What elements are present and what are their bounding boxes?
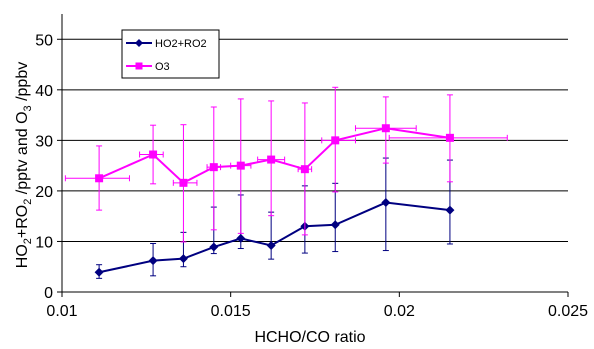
point-o3-5 (267, 155, 276, 164)
x-tick-label-3: 0.025 (548, 303, 588, 320)
point-ho2-ro2-7 (330, 220, 340, 230)
legend-label-o3: O3 (155, 61, 170, 73)
y-tick-label-0: 0 (44, 285, 53, 302)
point-ho2-ro2-5 (266, 240, 276, 250)
point-o3-9 (445, 133, 454, 142)
point-o3-0 (95, 174, 104, 183)
point-o3-3 (209, 163, 218, 172)
y-tick-label-4: 40 (35, 83, 53, 100)
x-tick-label-2: 0.02 (384, 303, 415, 320)
legend-box (121, 29, 220, 79)
x-tick-label-1: 0.015 (211, 303, 251, 320)
point-o3-2 (179, 178, 188, 187)
y-tick-label-5: 50 (35, 32, 53, 49)
point-o3-8 (381, 124, 390, 133)
y-tick-label-3: 30 (35, 133, 53, 150)
y-title-sub-1: 2 (22, 238, 34, 244)
y-tick-label-2: 20 (35, 184, 53, 201)
point-o3-7 (331, 136, 340, 145)
series-layer (64, 86, 508, 279)
point-ho2-ro2-3 (209, 242, 219, 252)
point-ho2-ro2-0 (94, 267, 104, 277)
y-tick-label-1: 10 (35, 234, 53, 251)
y-title-sub-2: 2 (22, 199, 34, 205)
point-ho2-ro2-4 (236, 233, 246, 243)
series-o3 (64, 86, 508, 243)
y-title-sub-3: 3 (22, 105, 34, 111)
axes: 0 10 20 30 40 50 0.01 0.015 0.02 0.025 (35, 14, 588, 320)
point-o3-6 (300, 165, 309, 174)
y-title-part-1: HO (14, 244, 31, 268)
x-tick-label-0: 0.01 (46, 303, 77, 320)
point-ho2-ro2-9 (445, 205, 455, 215)
y-title-part-2: +RO (14, 205, 31, 238)
point-o3-4 (236, 161, 245, 170)
legend: HO2+RO2 O3 (121, 29, 220, 79)
series-line-o3 (98, 127, 451, 185)
y-title-part-3: /pptv and O (14, 111, 31, 198)
y-title-part-4: /ppbv (14, 62, 31, 106)
legend-marker-ho2-ro2 (135, 39, 143, 47)
legend-marker-o3 (135, 62, 143, 70)
point-o3-1 (149, 150, 158, 159)
series-ho2-ro2 (94, 157, 455, 279)
point-ho2-ro2-2 (178, 254, 188, 264)
legend-label-ho2-ro2: HO2+RO2 (155, 38, 207, 50)
series-line-ho2-ro2 (98, 201, 451, 274)
y-axis-title: HO2+RO2 /pptv and O3 /ppbv (14, 62, 34, 268)
x-axis-title: HCHO/CO ratio (254, 329, 365, 346)
point-ho2-ro2-1 (148, 256, 158, 266)
point-ho2-ro2-8 (381, 198, 391, 208)
